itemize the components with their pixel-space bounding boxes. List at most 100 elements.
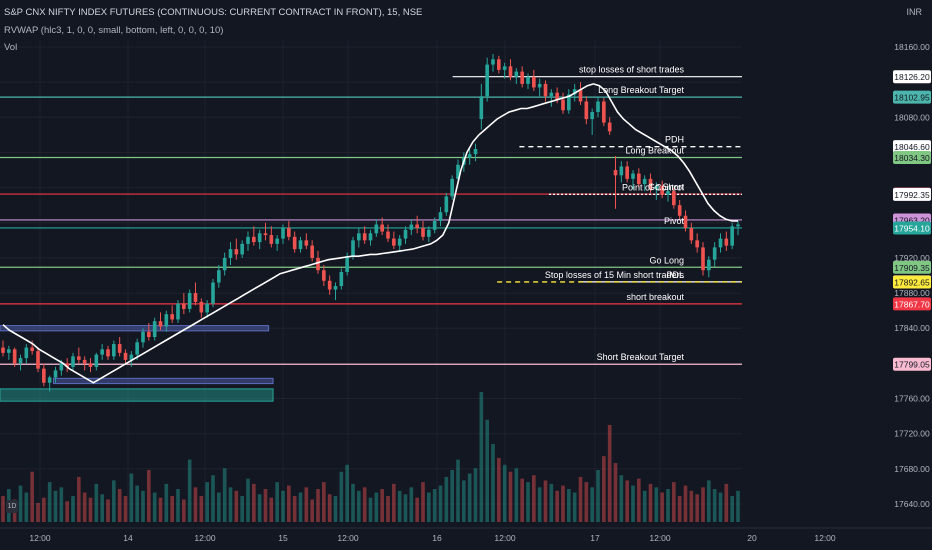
- price-badge: [893, 221, 931, 235]
- volume-bar: [537, 487, 542, 522]
- candle-body: [287, 228, 291, 237]
- time-tick-label: 16: [432, 533, 442, 543]
- candle-body: [537, 83, 542, 88]
- candle-body: [199, 301, 204, 313]
- candle-body: [479, 96, 484, 120]
- candle-body: [333, 286, 338, 290]
- volume-bar: [217, 492, 221, 522]
- volume-bar: [164, 483, 169, 522]
- volume-bar: [479, 392, 484, 522]
- vwap-polyline: [2, 83, 738, 384]
- candle-body: [106, 349, 110, 357]
- candle-body: [508, 66, 513, 77]
- time-axis[interactable]: 12:00 14 12:00 15 12:00 16 12:00 17 12:00 20 12:00: [0, 527, 932, 543]
- volume-bar: [543, 480, 548, 522]
- candle-body: [94, 354, 99, 367]
- volume-bar: [514, 468, 519, 522]
- volume-bar: [555, 490, 559, 522]
- candle-body: [730, 226, 734, 246]
- candle-body: [625, 166, 629, 179]
- candle-body: [689, 228, 694, 241]
- price-badge-label: 18102.95: [894, 93, 930, 103]
- volume-bar: [637, 478, 641, 522]
- volume-bar: [427, 492, 431, 522]
- price-tick-label: 17880.00: [894, 288, 930, 298]
- volume-bar: [526, 482, 530, 522]
- interval-badge[interactable]: 1D: [6, 500, 18, 513]
- candle-body: [205, 303, 209, 313]
- volume-bar: [24, 492, 29, 522]
- level-label: PDH: [665, 135, 684, 145]
- candle-body: [427, 229, 431, 237]
- volume-bar: [502, 464, 507, 522]
- candle-body: [82, 359, 87, 364]
- volume-bar: [304, 487, 309, 522]
- level-label: Stop losses of 15 Min short traders: [545, 270, 685, 280]
- candle-body: [117, 344, 122, 353]
- volume-bar: [508, 471, 513, 522]
- level-label: Go Short: [648, 182, 685, 192]
- volume-bar: [602, 456, 606, 522]
- volume-bar: [666, 489, 670, 522]
- volume-bar: [532, 475, 536, 522]
- price-tick-label: 17640.00: [894, 499, 930, 509]
- candle-body: [263, 233, 268, 236]
- volume-bar: [631, 485, 635, 522]
- volume-legend[interactable]: Vol: [4, 42, 18, 53]
- candle-body: [467, 154, 472, 158]
- volume-bar: [30, 471, 34, 522]
- volume-bar: [316, 489, 320, 522]
- candle-body: [135, 342, 139, 355]
- time-tick-label: 12:00: [29, 533, 51, 543]
- candle-body: [415, 224, 419, 229]
- volume-bar: [549, 483, 554, 522]
- candle-body: [164, 314, 169, 327]
- price-badge: [893, 70, 931, 84]
- volume-bar: [607, 424, 612, 522]
- candle-body: [578, 89, 583, 102]
- volume-bar: [158, 497, 163, 522]
- level-label: Long Breakout Target: [598, 85, 684, 95]
- candle-body: [526, 76, 530, 84]
- candle-body: [590, 112, 594, 120]
- vwap-line: [2, 83, 738, 384]
- volume-bar: [450, 470, 454, 522]
- candle-body: [112, 344, 116, 357]
- volume-bar: [415, 497, 419, 522]
- volume-bar: [275, 482, 279, 522]
- candle-body: [292, 236, 297, 250]
- candle-body: [170, 314, 174, 320]
- candle-body: [362, 233, 367, 241]
- volume-bar: [642, 490, 647, 522]
- time-tick-label: 12:00: [814, 533, 836, 543]
- level-label: Point of Control: [622, 182, 684, 192]
- volume-bar: [100, 494, 104, 522]
- level-label: Pivot: [664, 216, 685, 226]
- volume-bar: [152, 492, 157, 522]
- price-badge-label: 18034.30: [894, 153, 930, 163]
- volume-bar: [252, 483, 256, 522]
- volume-bar: [672, 482, 676, 522]
- indicator-legend[interactable]: RVWAP (hlc3, 1, 0, 0, small, bottom, lef…: [4, 25, 224, 36]
- candle-body: [141, 331, 145, 343]
- candle-body: [193, 293, 198, 302]
- candle-body: [724, 238, 729, 246]
- volume-bar: [444, 476, 449, 522]
- price-badge: [893, 150, 931, 164]
- volume-bar: [211, 475, 215, 522]
- candle-body: [637, 173, 641, 185]
- time-tick-label: 15: [278, 533, 288, 543]
- candle-body: [532, 76, 536, 88]
- price-axis[interactable]: 18126.2018102.9518046.6018034.3017992.65…: [893, 42, 931, 509]
- time-tick-label: 12:00: [649, 533, 671, 543]
- volume-bar: [205, 482, 209, 522]
- volume-bar: [707, 480, 711, 522]
- candle-body: [654, 185, 659, 190]
- candlesticks: [1, 54, 740, 392]
- price-badge: [893, 275, 931, 289]
- volume-bar: [689, 490, 694, 522]
- candle-body: [53, 370, 58, 378]
- candle-body: [217, 270, 221, 283]
- candle-body: [567, 94, 571, 111]
